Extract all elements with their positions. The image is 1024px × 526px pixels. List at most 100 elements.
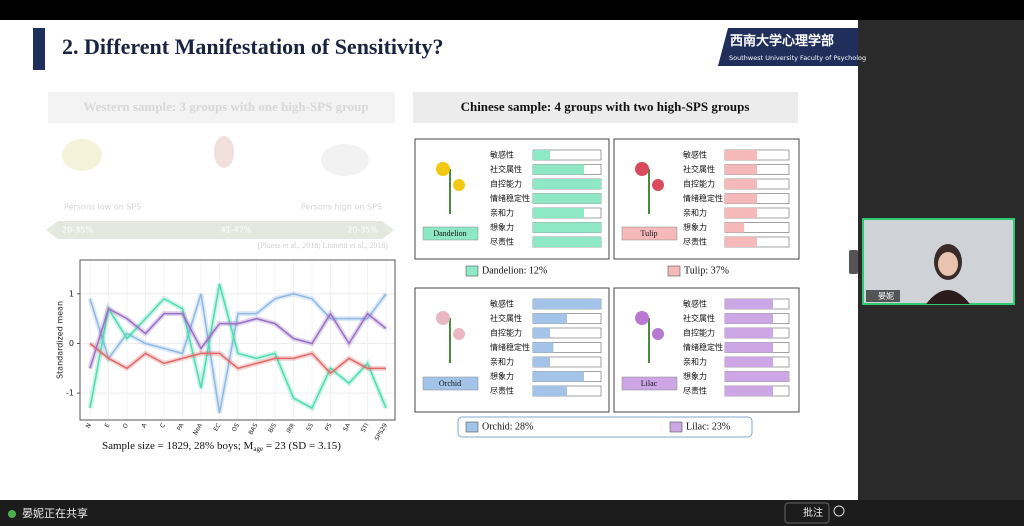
- x-tick-label: OS: [231, 422, 241, 433]
- logo-subtitle: Southwest University Faculty of Psycholo…: [729, 54, 866, 62]
- slide-title: 2. Different Manifestation of Sensitivit…: [62, 34, 444, 59]
- flower-faded: [214, 136, 234, 168]
- legend-label: Orchid: 28%: [482, 421, 533, 432]
- trait-label: 自控能力: [683, 179, 715, 189]
- bar: [725, 328, 773, 338]
- person-face: [938, 252, 958, 276]
- x-tick-label: SA: [342, 421, 353, 432]
- flower-label: Tulip: [640, 229, 657, 238]
- title-marker: [33, 28, 45, 70]
- zoom-button[interactable]: [833, 505, 845, 517]
- bar: [533, 222, 601, 233]
- trait-label: 尽责性: [683, 386, 707, 396]
- chinese-title: Chinese sample: 4 groups with two high-S…: [461, 99, 750, 114]
- caption: Sample size = 1829, 28% boys; Mage = 23 …: [102, 440, 341, 453]
- bar: [533, 179, 601, 189]
- x-tick-label: BIS: [267, 422, 278, 434]
- legend-label: Tulip: 37%: [684, 265, 729, 276]
- bar: [533, 328, 550, 338]
- logo-box: [718, 28, 858, 66]
- share-label: 41-47%: [221, 226, 252, 235]
- line: [89, 283, 387, 410]
- bar: [533, 208, 584, 218]
- flower-head: [635, 162, 649, 176]
- trait-label: 社交属性: [683, 313, 715, 323]
- trait-label: 情绪稳定性: [683, 342, 723, 352]
- bar: [533, 193, 601, 204]
- bar: [533, 357, 550, 367]
- bar: [533, 342, 554, 353]
- flower-faded: [62, 139, 102, 171]
- bar: [725, 193, 757, 204]
- share-icon: [8, 510, 16, 518]
- legend-swatch: [667, 265, 681, 277]
- legend-label: Lilac: 23%: [686, 421, 730, 432]
- cards: Dandelion敏感性社交属性自控能力情绪稳定性亲和力想象力尽责性Dandel…: [414, 138, 800, 438]
- sharing-status: 晏妮正在共享: [22, 506, 88, 520]
- western-header: [48, 92, 395, 123]
- bar: [725, 237, 757, 247]
- trait-label: 自控能力: [490, 179, 522, 189]
- trait-label: 自控能力: [490, 328, 522, 338]
- bar: [725, 150, 757, 160]
- y-tick-label: -1: [66, 389, 74, 398]
- bar: [533, 237, 601, 247]
- western-title: Western sample: 3 groups with one high-S…: [83, 99, 368, 114]
- caption-sub: age: [253, 445, 263, 453]
- x-tick-label: E: [104, 422, 112, 429]
- bar: [725, 386, 773, 396]
- bottom-bar: [0, 500, 1024, 526]
- bar: [725, 299, 773, 309]
- annotate-label[interactable]: 批注: [803, 506, 823, 519]
- bar: [725, 357, 773, 367]
- chinese-header: [413, 92, 798, 123]
- legend-swatch: [669, 421, 683, 433]
- trait-label: 尽责性: [490, 386, 514, 396]
- flower-faded: [321, 144, 369, 176]
- flower-label: Orchid: [439, 379, 461, 388]
- trait-label: 敏感性: [490, 299, 514, 309]
- line: [89, 307, 387, 369]
- trait-label: 敏感性: [490, 150, 514, 160]
- bar: [533, 386, 567, 396]
- legend-label: Dandelion: 12%: [482, 265, 547, 276]
- trait-label: 想象力: [683, 222, 707, 232]
- trait-label: 情绪稳定性: [683, 193, 723, 203]
- x-tick-label: A: [140, 421, 149, 429]
- trait-label: 想象力: [490, 371, 514, 381]
- x-tick-label: PS: [324, 422, 334, 432]
- trait-label: 尽责性: [683, 237, 707, 247]
- y-tick-label: 0: [69, 339, 74, 348]
- line: [89, 293, 387, 414]
- annotate-button[interactable]: [784, 502, 830, 524]
- flower-head: [436, 162, 450, 176]
- x-tick-label: STI: [360, 422, 371, 434]
- legend-swatch: [465, 265, 479, 277]
- flower-head: [436, 311, 450, 325]
- y-tick-label: 1: [69, 289, 74, 298]
- x-tick-label: O: [122, 422, 131, 430]
- trait-label: 情绪稳定性: [490, 193, 530, 203]
- y-axis-label: Standardized mean: [56, 301, 65, 379]
- bar: [725, 164, 757, 175]
- x-tick-label: IRR: [285, 422, 296, 434]
- flower-head: [635, 311, 649, 325]
- bar: [533, 150, 550, 160]
- panel-toggle[interactable]: [849, 250, 858, 274]
- trait-label: 想象力: [683, 371, 707, 381]
- flower-head: [453, 328, 465, 340]
- trait-label: 社交属性: [490, 313, 522, 323]
- bar: [725, 342, 773, 353]
- bar: [725, 222, 745, 233]
- flower-head: [652, 328, 664, 340]
- flower-label-box: [621, 226, 678, 241]
- name-tag: [866, 290, 900, 302]
- high-label: Persons high on SPS: [301, 203, 382, 212]
- trait-label: 亲和力: [683, 357, 707, 367]
- trait-label: 敏感性: [683, 299, 707, 309]
- trait-label: 亲和力: [490, 208, 514, 218]
- low-label: Persons low on SPS: [64, 203, 141, 212]
- share-label: 20-35%: [62, 226, 93, 235]
- trait-label: 想象力: [490, 222, 514, 232]
- x-tick-label: C: [159, 422, 167, 429]
